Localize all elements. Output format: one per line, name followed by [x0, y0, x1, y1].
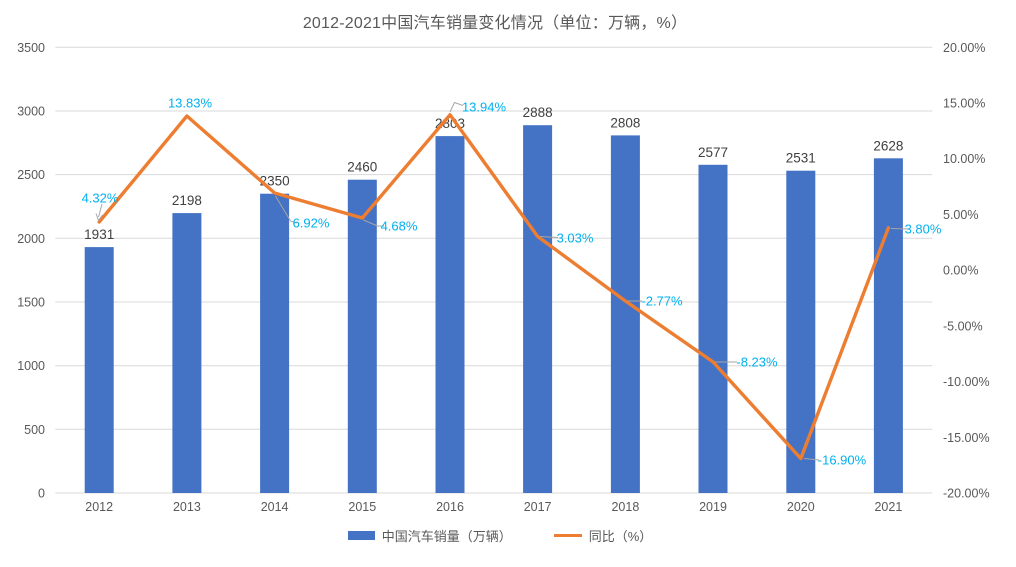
label-leader-line	[363, 219, 384, 227]
right-axis-tick-label: 10.00%	[943, 152, 985, 166]
bar-value-label: 2460	[347, 160, 377, 175]
right-axis-tick-label: -20.00%	[943, 487, 990, 501]
label-leader-line	[98, 203, 103, 218]
yoy-percent-label: 6.92%	[293, 216, 330, 231]
right-axis-tick-label: 5.00%	[943, 208, 978, 222]
left-axis-tick-label: 1500	[17, 296, 45, 310]
sales-bar-2013	[172, 213, 202, 493]
sales-bar-2017	[523, 125, 553, 493]
legend-label-sales: 中国汽车销量（万辆）	[381, 529, 512, 544]
right-axis-tick-label: -10.00%	[943, 375, 990, 389]
x-axis-label-2015: 2015	[348, 500, 376, 514]
label-leader-line	[539, 236, 559, 238]
x-axis-label-2014: 2014	[261, 500, 289, 514]
left-axis-tick-label: 3000	[17, 105, 45, 119]
yoy-percent-label: 4.32%	[82, 191, 119, 206]
x-axis-label-2020: 2020	[787, 500, 815, 514]
legend-item-yoy: 同比（%）	[553, 526, 653, 545]
left-axis-tick-label: 500	[24, 423, 45, 437]
label-leader-line	[803, 458, 820, 461]
x-axis-label-2017: 2017	[524, 500, 552, 514]
x-axis-label-2018: 2018	[611, 500, 639, 514]
bar-series-swatch-icon	[347, 531, 375, 540]
label-leader-arrow	[95, 213, 103, 222]
yoy-percent-label: -16.90%	[818, 453, 867, 468]
sales-bar-2018	[610, 135, 640, 493]
bar-value-label: 2577	[698, 145, 728, 160]
left-axis-tick-label: 0	[38, 487, 45, 501]
line-series-swatch-icon	[553, 534, 582, 537]
chart-title: 2012-2021中国汽车销量变化情况（单位：万辆，%）	[302, 15, 688, 32]
label-leader-line	[275, 195, 298, 224]
legend-label-yoy: 同比（%）	[588, 529, 653, 544]
left-axis-tick-label: 1000	[17, 359, 45, 373]
yoy-percent-label: 13.83%	[168, 96, 213, 111]
bar-value-label: 2888	[523, 105, 553, 120]
x-axis-label-2021: 2021	[874, 500, 902, 514]
x-axis-label-2016: 2016	[436, 500, 464, 514]
yoy-percent-label: 3.03%	[557, 231, 594, 246]
sales-bar-2016	[435, 136, 465, 493]
left-axis-tick-label: 2500	[17, 168, 45, 182]
bar-value-label: 2531	[786, 151, 816, 166]
sales-bar-2020	[786, 170, 816, 493]
bar-value-label: 1931	[84, 227, 114, 242]
left-axis-tick-label: 3500	[17, 41, 45, 55]
right-axis-tick-label: 15.00%	[943, 97, 985, 111]
left-axis-tick-label: 2000	[17, 232, 45, 246]
label-leader-line	[449, 101, 464, 113]
yoy-line	[97, 113, 891, 461]
bar-value-label: 2350	[260, 174, 290, 189]
sales-bar-2019	[698, 164, 728, 494]
sales-bar-2021	[873, 158, 903, 494]
legend: 中国汽车销量（万辆） 同比（%）	[0, 526, 1000, 545]
bar-value-label: 2628	[873, 138, 903, 153]
yoy-percent-label: -8.23%	[736, 355, 778, 370]
bar-value-label: 2808	[610, 115, 640, 130]
yoy-percent-label: 3.80%	[905, 222, 942, 237]
x-axis-label-2019: 2019	[699, 500, 727, 514]
right-axis-tick-label: 0.00%	[943, 264, 978, 278]
sales-bar-2015	[347, 179, 377, 493]
sales-bar-2012	[84, 247, 114, 493]
right-axis-tick-label: -15.00%	[943, 431, 990, 445]
x-axis-label-2012: 2012	[85, 500, 113, 514]
right-axis-tick-label: 20.00%	[943, 41, 985, 55]
right-axis-tick-label: -5.00%	[943, 319, 983, 333]
label-leader-line	[890, 228, 909, 230]
yoy-percent-label: 13.94%	[462, 100, 507, 115]
x-axis-label-2013: 2013	[173, 500, 201, 514]
sales-bar-2014	[260, 193, 290, 493]
bar-value-label: 2198	[172, 193, 202, 208]
yoy-percent-label: -2.77%	[641, 294, 683, 309]
legend-item-sales: 中国汽车销量（万辆）	[347, 526, 512, 545]
yoy-percent-label: 4.68%	[381, 219, 418, 234]
